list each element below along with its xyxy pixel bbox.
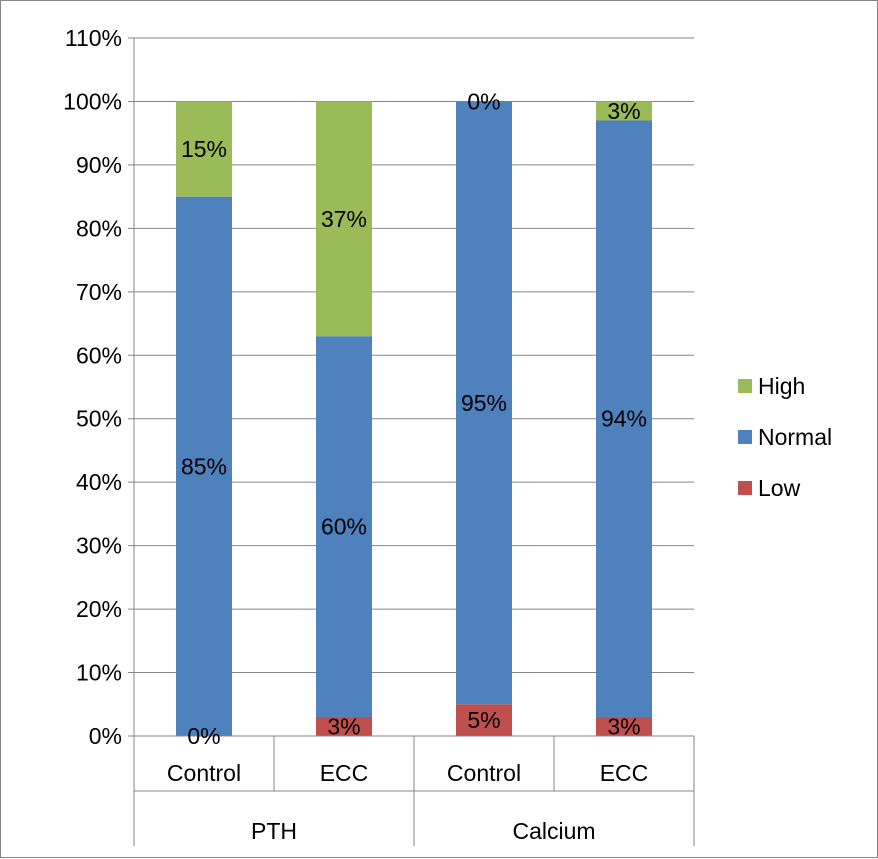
data-label-high: 15% xyxy=(181,136,227,162)
axes: 0% 10% 20% 30% 40% 50% 60% 70% 80% 90% 100% 110% Con… xyxy=(63,25,695,846)
bar-normal xyxy=(176,196,232,737)
y-tick-label: 30% xyxy=(76,533,122,559)
x-category-label: Control xyxy=(167,760,241,786)
x-group-label: Calcium xyxy=(512,818,595,844)
data-label-high: 0% xyxy=(467,88,500,114)
bar-low xyxy=(316,716,372,736)
bars xyxy=(176,101,652,737)
y-tick-label: 20% xyxy=(76,596,122,622)
legend-label-low: Low xyxy=(758,475,801,501)
bar-normal xyxy=(456,101,512,705)
data-label-low: 0% xyxy=(187,723,220,749)
legend-swatch-low xyxy=(738,481,752,495)
bar-high xyxy=(176,101,232,197)
data-label-high: 37% xyxy=(321,206,367,232)
bar-normal xyxy=(596,120,652,717)
bar-low xyxy=(596,716,652,736)
y-tick-label: 90% xyxy=(76,152,122,178)
y-tick-label: 100% xyxy=(63,88,122,114)
x-category-label: Control xyxy=(447,760,521,786)
data-label-high: 3% xyxy=(607,98,640,124)
y-tick-label: 60% xyxy=(76,342,122,368)
data-label-low: 3% xyxy=(327,713,360,739)
legend-label-high: High xyxy=(758,373,805,399)
x-category-label: ECC xyxy=(320,760,369,786)
bar-high xyxy=(316,101,372,337)
y-tick-label: 80% xyxy=(76,215,122,241)
y-tick-label: 10% xyxy=(76,660,122,686)
data-label-normal: 60% xyxy=(321,514,367,540)
y-tick-label: 50% xyxy=(76,406,122,432)
data-label-low: 3% xyxy=(607,713,640,739)
legend: High Normal Low xyxy=(738,373,832,501)
y-tick-label: 40% xyxy=(76,469,122,495)
data-label-normal: 94% xyxy=(601,406,647,432)
y-tick-label: 0% xyxy=(89,723,122,749)
x-group-label: PTH xyxy=(251,818,297,844)
bar-high xyxy=(596,101,652,121)
bar-low xyxy=(456,704,512,736)
x-category-label: ECC xyxy=(600,760,649,786)
legend-swatch-normal xyxy=(738,430,752,444)
y-tick-label: 110% xyxy=(65,25,122,51)
y-tick-label: 70% xyxy=(76,279,122,305)
data-labels: 0% 3% 5% 3% 85% 60% 95% 94% 15% 37% 0% 3% xyxy=(181,88,647,749)
legend-label-normal: Normal xyxy=(758,424,832,450)
bar-normal xyxy=(316,336,372,717)
data-label-normal: 85% xyxy=(181,453,227,479)
data-label-low: 5% xyxy=(467,707,500,733)
legend-swatch-high xyxy=(738,379,752,393)
data-label-normal: 95% xyxy=(461,390,507,416)
